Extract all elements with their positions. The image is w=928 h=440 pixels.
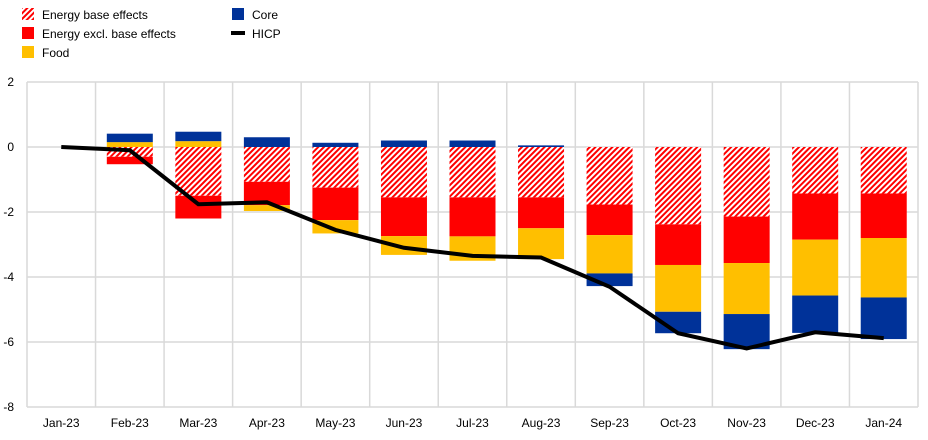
x-tick-label: Dec-23 xyxy=(796,416,835,430)
x-tick-label: Mar-23 xyxy=(179,416,217,430)
bar-food xyxy=(724,263,770,314)
bar-core xyxy=(175,132,221,141)
bar-energy-excl-base-effects xyxy=(518,197,564,228)
bar-energy-excl-base-effects xyxy=(175,196,221,219)
bar-energy-base-effects xyxy=(518,147,564,197)
bar-energy-excl-base-effects xyxy=(587,205,633,236)
legend-label: Food xyxy=(42,46,69,60)
y-tick-label: -8 xyxy=(3,400,14,414)
legend-label: HICP xyxy=(252,27,281,41)
bar-energy-excl-base-effects xyxy=(724,217,770,263)
bar-energy-excl-base-effects xyxy=(312,188,358,221)
bar-energy-base-effects xyxy=(312,147,358,188)
bar-food xyxy=(107,142,153,147)
x-tick-label: Jul-23 xyxy=(456,416,489,430)
x-tick-label: Apr-23 xyxy=(249,416,285,430)
bar-core xyxy=(861,297,907,339)
y-tick-label: 2 xyxy=(7,75,14,89)
y-tick-label: -6 xyxy=(3,335,14,349)
bar-food xyxy=(861,238,907,297)
y-tick-label: -4 xyxy=(3,270,14,284)
bar-energy-base-effects xyxy=(244,147,290,182)
bar-energy-base-effects xyxy=(792,147,838,193)
y-tick-label: -2 xyxy=(3,205,14,219)
bar-energy-base-effects xyxy=(175,147,221,196)
bar-energy-base-effects xyxy=(724,147,770,217)
y-tick-label: 0 xyxy=(7,140,14,154)
x-tick-label: Nov-23 xyxy=(727,416,766,430)
x-tick-label: Jun-23 xyxy=(386,416,423,430)
bar-food xyxy=(518,228,564,259)
bar-energy-excl-base-effects xyxy=(861,193,907,238)
bar-energy-excl-base-effects xyxy=(792,193,838,239)
x-tick-label: Feb-23 xyxy=(111,416,149,430)
bar-energy-base-effects xyxy=(381,147,427,197)
bar-energy-base-effects xyxy=(655,147,701,224)
legend-swatch xyxy=(22,46,34,58)
bar-food xyxy=(175,141,221,147)
x-tick-label: May-23 xyxy=(315,416,355,430)
bar-core xyxy=(381,141,427,148)
legend-label: Energy excl. base effects xyxy=(42,27,176,41)
bar-food xyxy=(792,240,838,296)
bar-food xyxy=(655,265,701,312)
bar-energy-excl-base-effects xyxy=(450,197,496,236)
legend-swatch xyxy=(232,8,244,20)
x-tick-label: Sep-23 xyxy=(590,416,629,430)
bar-core xyxy=(518,145,564,147)
legend-label: Core xyxy=(252,8,278,22)
bar-core xyxy=(792,296,838,333)
bar-energy-excl-base-effects xyxy=(381,197,427,236)
bar-core xyxy=(244,137,290,147)
legend-label: Energy base effects xyxy=(42,8,148,22)
bar-core xyxy=(107,134,153,142)
legend-swatch xyxy=(22,8,34,20)
x-tick-label: Jan-24 xyxy=(865,416,902,430)
x-tick-label: Jan-23 xyxy=(43,416,80,430)
bar-energy-base-effects xyxy=(587,147,633,205)
legend-swatch xyxy=(22,27,34,39)
bar-energy-base-effects xyxy=(861,147,907,193)
x-tick-label: Oct-23 xyxy=(660,416,696,430)
bar-food xyxy=(587,235,633,273)
bar-energy-excl-base-effects xyxy=(655,224,701,265)
bar-energy-base-effects xyxy=(450,147,496,197)
bar-core xyxy=(312,143,358,147)
bar-core xyxy=(450,141,496,148)
x-tick-label: Aug-23 xyxy=(522,416,561,430)
